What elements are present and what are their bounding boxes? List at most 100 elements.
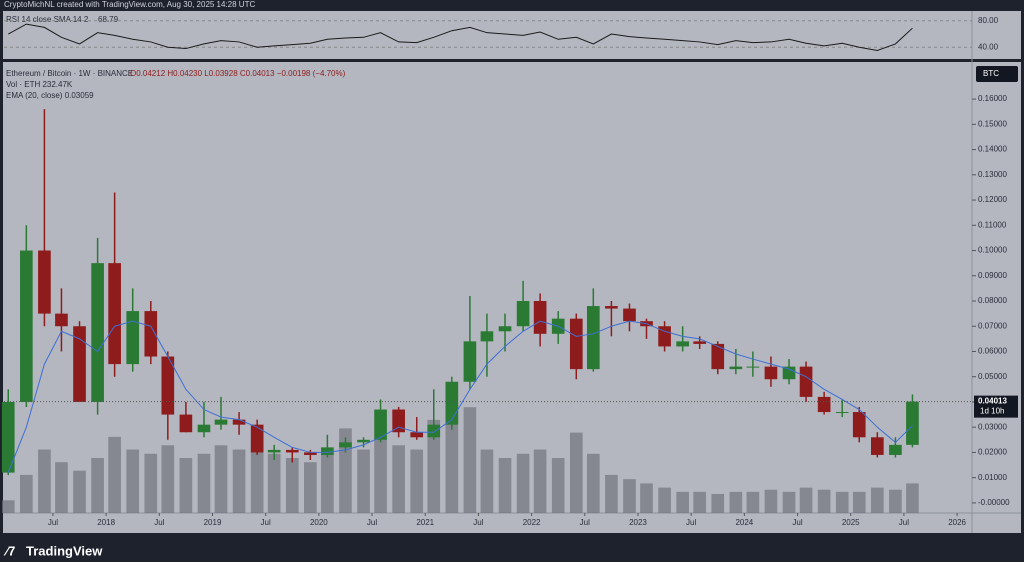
candle-body — [214, 419, 228, 425]
candle-body — [374, 409, 387, 440]
volume-bar — [197, 453, 211, 513]
volume-bar — [108, 436, 121, 513]
candle-body — [161, 356, 175, 415]
volume-bar — [658, 487, 671, 513]
candle-body — [817, 396, 831, 413]
y-tick-label: 0.09000 — [978, 271, 1007, 280]
volume-bar — [285, 458, 299, 513]
logo-mark: ⁄7 — [3, 543, 15, 558]
x-tick-label: Jul — [686, 518, 696, 527]
x-tick-label: Jul — [473, 518, 483, 527]
price-badge — [974, 395, 1018, 418]
candle-body — [870, 437, 884, 455]
volume-bar — [551, 458, 565, 513]
x-tick-label: 2024 — [735, 518, 753, 527]
volume-bar — [906, 483, 919, 513]
x-tick-label: Jul — [367, 518, 377, 527]
volume-bar — [55, 462, 68, 513]
volume-bar — [357, 449, 370, 513]
volume-bar — [586, 453, 600, 513]
countdown: 1d 10h — [980, 407, 1004, 416]
volume-bar — [250, 441, 264, 513]
x-tick-label: 2019 — [204, 518, 222, 527]
volume-bar — [693, 491, 707, 513]
candle-body — [55, 313, 68, 327]
volume-bar — [764, 489, 778, 513]
volume-bar — [498, 458, 512, 513]
ema-line — [7, 320, 913, 473]
candle-body — [729, 366, 743, 370]
candle-body — [304, 452, 317, 455]
y-tick-label: 40.00 — [978, 42, 999, 51]
candle-body — [232, 419, 246, 425]
volume-bar — [835, 491, 849, 513]
candle-body — [835, 412, 849, 414]
rsi-title: RSI 14 close SMA 14 2 — [6, 15, 89, 24]
y-tick-label: 80.00 — [978, 16, 999, 25]
x-tick-label: 2023 — [629, 518, 647, 527]
candle-body — [782, 366, 796, 380]
rsi-line — [8, 23, 913, 52]
currency-box[interactable] — [976, 66, 1018, 82]
candle-body — [799, 366, 813, 397]
candle-body — [339, 442, 352, 448]
logo: TradingView — [26, 543, 103, 558]
candle-body — [250, 424, 264, 453]
volume-bar — [20, 474, 33, 513]
candle-body — [38, 250, 51, 314]
x-tick-label: 2020 — [310, 518, 328, 527]
candle-body — [906, 401, 919, 445]
candle-body — [126, 311, 140, 365]
y-tick-label: 0.02000 — [978, 448, 1007, 457]
volume-bar — [799, 487, 813, 513]
candle-body — [73, 326, 86, 402]
volume-bar — [161, 445, 175, 513]
candle-body — [445, 381, 459, 425]
volume-bar — [232, 449, 246, 513]
volume-bar — [676, 491, 689, 513]
candle-body — [480, 331, 494, 342]
credit: CryptoMichNL created with TradingView.co… — [4, 0, 255, 9]
y-tick-label: 0.03000 — [978, 422, 1007, 431]
y-tick-label: 0.16000 — [978, 94, 1007, 103]
x-tick-label: 2022 — [523, 518, 541, 527]
candle-body — [321, 447, 334, 455]
volume-bar — [870, 487, 884, 513]
y-tick-label: 0.07000 — [978, 321, 1007, 330]
volume-bar — [480, 449, 494, 513]
candle-body — [516, 300, 530, 327]
y-tick-label: 0.13000 — [978, 170, 1007, 179]
y-tick-label: 0.10000 — [978, 246, 1007, 255]
volume-bar — [605, 474, 618, 513]
volume-bar — [889, 489, 902, 513]
candle-body — [852, 412, 866, 438]
y-tick-label: 0.11000 — [978, 220, 1007, 229]
volume-bar — [569, 432, 583, 513]
price-label: 0.04013 — [978, 397, 1007, 406]
candle-body — [357, 439, 370, 443]
candle-body — [605, 306, 618, 309]
volume-bar — [267, 453, 281, 513]
candle-body — [108, 263, 121, 365]
volume-bar — [144, 453, 158, 513]
candle-body — [498, 326, 512, 332]
volume-bar — [516, 453, 530, 513]
x-tick-label: 2021 — [416, 518, 434, 527]
candle-body — [693, 341, 707, 344]
x-tick-label: Jul — [899, 518, 909, 527]
x-tick-label: Jul — [261, 518, 271, 527]
candle-body — [20, 250, 33, 402]
x-tick-label: 2018 — [97, 518, 115, 527]
currency: BTC — [983, 69, 999, 78]
candle-body — [463, 341, 477, 382]
volume-bar — [852, 491, 866, 513]
volume-legend: Vol · ETH 232.47K — [6, 80, 73, 89]
x-tick-label: Jul — [580, 518, 590, 527]
x-tick-label: 2025 — [842, 518, 860, 527]
candle-body — [569, 318, 583, 370]
volume-bar — [126, 449, 140, 513]
x-tick-label: Jul — [48, 518, 58, 527]
x-tick-label: 2026 — [948, 518, 966, 527]
volume-bar — [729, 491, 743, 513]
candle-body — [711, 343, 725, 370]
